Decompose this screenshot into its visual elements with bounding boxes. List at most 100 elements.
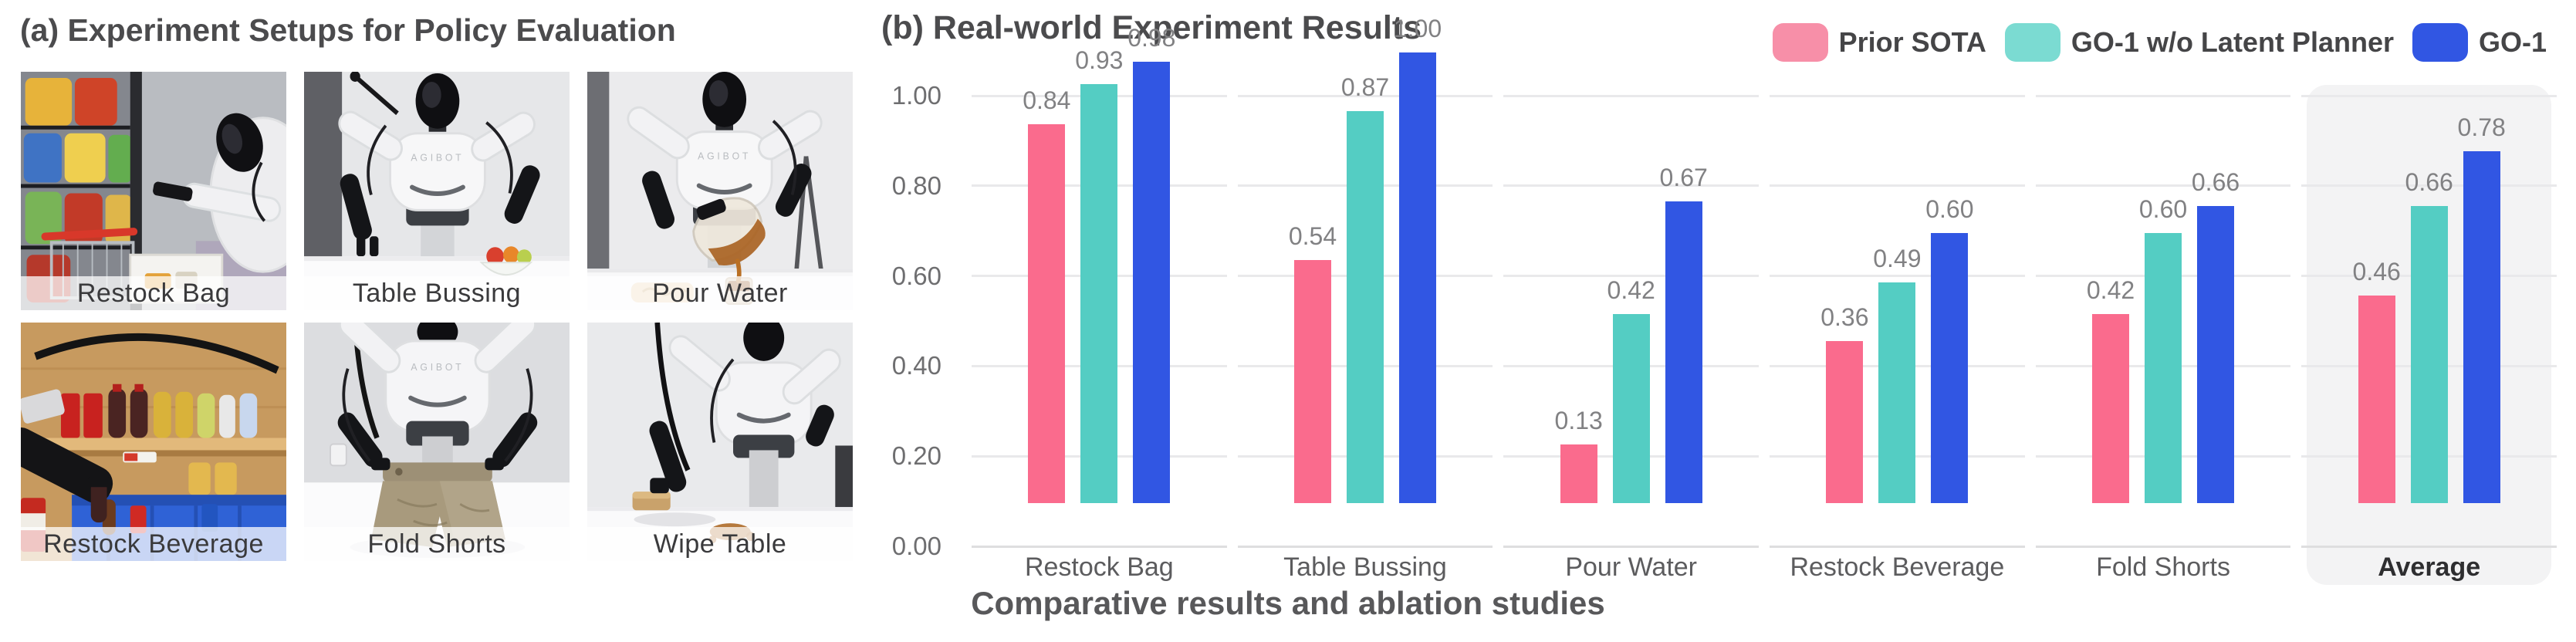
category-label-table-bussing: Table Bussing [1283,552,1447,582]
bar-slot: 1.00 [1394,15,1442,503]
photo-label: Fold Shorts [367,529,506,559]
figure-caption: Comparative results and ablation studies [971,585,1605,621]
bar-go-1-average [2463,151,2500,503]
bar-go-1-w-o-latent-planner-fold-shorts [2145,232,2182,503]
grid-line [1503,94,1760,97]
photo-label-band: Pour Water [587,276,853,310]
category-panel-restock-bag: 0.84 0.93 0.98 Restock Bag [966,24,1232,582]
bar-slot: 0.49 [1873,52,1921,503]
legend-item-go1-wo-latent-planner: GO-1 w/o Latent Planner [2004,23,2394,62]
photo-label-band: Wipe Table [587,527,853,561]
bar-prior-sota-fold-shorts [2092,313,2130,503]
bar-slot: 0.42 [2087,52,2135,503]
bar-slot: 0.93 [1075,46,1123,503]
legend-item-go1: GO-1 [2412,23,2547,62]
grid-line [2301,94,2557,97]
y-tick-label: 0.20 [891,441,941,471]
grid-line [1770,545,2025,548]
category-label-fold-shorts: Fold Shorts [2096,552,2230,582]
bar-value-label: 0.66 [2191,167,2240,196]
bar-group: 0.42 0.60 0.66 [2030,52,2297,503]
grid-line [1770,275,2025,278]
bar-group: 0.36 0.49 0.60 [1764,52,2030,503]
bar-slot: 0.42 [1607,52,1655,503]
y-axis: 1.00 0.80 0.60 0.40 0.20 0.00 [787,81,941,560]
grid-line [1770,94,2025,97]
bar-go-1-restock-beverage [1931,232,1969,503]
legend-swatch [1772,23,1828,62]
robot-brand-text: AGIBOT [411,362,464,373]
bar-prior-sota-average [2358,296,2395,503]
bar-slot: 0.84 [1023,52,1070,503]
bar-go-1-restock-bag [1133,61,1171,503]
photo-grid: Restock Bag AGIBOT [21,72,853,561]
panel-a-title: (a) Experiment Setups for Policy Evaluat… [20,12,676,48]
category-label-average: Average [2378,552,2481,582]
category-panel-fold-shorts: 0.42 0.60 0.66 Fold Shorts [2030,94,2297,582]
bar-value-label: 0.49 [1873,244,1922,272]
category-label-restock-beverage: Restock Beverage [1790,552,2005,582]
photo-label: Wipe Table [653,529,787,559]
photo-label: Restock Bag [76,278,231,308]
bar-slot: 0.66 [2192,52,2240,503]
photo-label-band: Table Bussing [304,276,570,310]
bar-value-label: 0.84 [1023,86,1071,115]
plot-area: 0.84 0.93 0.98 Restock Bag 0.54 0.87 1.00 Table… [966,15,2562,590]
table-bussing-photo: AGIBOT [304,72,570,310]
bar-slot: 0.36 [1820,52,1868,503]
grid-line [2301,184,2557,188]
bar-slot: 0.67 [1660,52,1708,503]
bar-go-1-w-o-latent-planner-restock-beverage [1878,282,1916,503]
bar-go-1-w-o-latent-planner-average [2410,205,2448,503]
bar-prior-sota-restock-bag [1028,124,1066,503]
legend-label: GO-1 [2478,26,2547,58]
fold-shorts-photo: AGIBOT [304,323,570,561]
grid-line [1237,545,1493,548]
bar-value-label: 0.93 [1075,46,1124,74]
bar-prior-sota-pour-water [1560,444,1597,503]
bar-go-1-pour-water [1665,201,1702,503]
category-panel-table-bussing: 0.54 0.87 1.00 Table Bussing [1232,15,1499,582]
photo-restock-beverage: Restock Beverage [21,323,286,561]
bar-prior-sota-table-bussing [1294,259,1331,503]
bar-value-label: 0.67 [1659,163,1708,191]
bar-value-label: 0.46 [2352,258,2401,286]
grid-line [2035,545,2291,548]
photo-label: Restock Beverage [43,529,264,559]
photo-label-band: Restock Beverage [21,527,286,561]
category-label-restock-bag: Restock Bag [1024,552,1174,582]
grid-line [1503,184,1760,188]
photo-label: Pour Water [652,278,788,308]
restock-bag-photo [21,72,286,310]
bar-prior-sota-restock-beverage [1826,340,1864,503]
chart-legend: Prior SOTA GO-1 w/o Latent Planner GO-1 [1772,23,2547,62]
category-panel-pour-water: 0.13 0.42 0.67 Pour Water [1498,94,1764,582]
photo-label-band: Fold Shorts [304,527,570,561]
bar-slot: 0.46 [2353,52,2401,503]
bar-go-1-table-bussing [1399,52,1436,503]
bar-group: 0.46 0.66 0.78 [2296,52,2562,503]
robot-brand-text: AGIBOT [698,150,751,161]
bar-group: 0.13 0.42 0.67 [1498,52,1764,503]
grid-line [972,545,1227,548]
bar-value-label: 0.78 [2457,113,2506,142]
bar-slot: 0.98 [1127,24,1175,503]
grid-line [2035,94,2291,97]
photo-label: Table Bussing [352,278,522,308]
category-panel-restock-beverage: 0.36 0.49 0.60 Restock Beverage [1764,94,2030,582]
bar-value-label: 0.42 [1607,275,1655,304]
y-tick-label: 1.00 [891,81,941,110]
y-tick-label: 0.00 [891,532,941,560]
grid-line [1503,275,1760,278]
bar-value-label: 1.00 [1393,15,1442,42]
restock-beverage-photo [21,323,286,561]
panel-b-title: (b) Real-world Experiment Results [881,9,1422,46]
photo-pour-water: AGIBOT [587,72,853,310]
bar-go-1-w-o-latent-planner-restock-bag [1080,83,1118,503]
grid-line [1237,94,1493,97]
bar-slot: 0.87 [1341,52,1389,503]
photo-wipe-table: Wipe Table [587,323,853,561]
bar-value-label: 0.42 [2086,275,2135,304]
y-tick-label: 0.40 [891,351,941,380]
